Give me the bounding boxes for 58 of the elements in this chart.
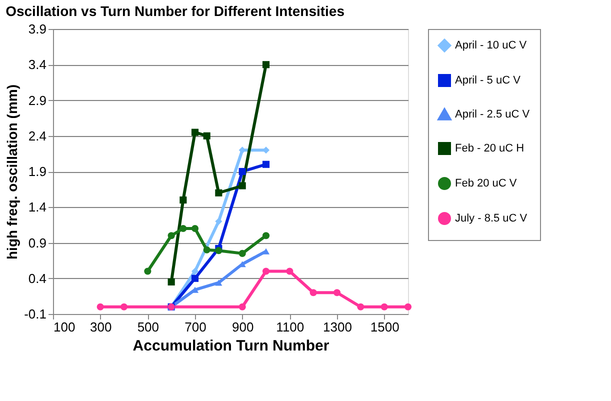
point [333, 289, 341, 296]
point [180, 196, 187, 204]
point [180, 224, 187, 232]
y-tick-label: -0.1 [24, 306, 46, 322]
point [238, 182, 246, 190]
point [286, 268, 294, 275]
point [191, 224, 199, 232]
point [191, 274, 199, 282]
legend-label: April - 5 uC V [455, 74, 522, 86]
chart-title: Oscillation vs Turn Number for Different Intensities [6, 3, 345, 19]
point [238, 250, 246, 257]
point [238, 303, 246, 310]
legend-label: July - 8.5 uC V [455, 212, 528, 224]
x-tick-label: 100 [54, 320, 76, 334]
y-axis-title: high freq. oscillation (mm) [4, 84, 20, 260]
legend-label: Feb 20 uC V [455, 178, 518, 190]
point [168, 232, 175, 240]
y-tick-label: 3.4 [28, 57, 46, 72]
point [238, 168, 246, 176]
y-tick-label: 0.9 [28, 235, 46, 250]
point [310, 289, 317, 296]
x-tick-label: 1100 [276, 320, 304, 334]
point [262, 160, 270, 168]
point [215, 189, 222, 196]
point [262, 232, 270, 240]
legend-label: Feb - 20 uC H [455, 142, 524, 154]
y-tick-label: 1.4 [28, 200, 46, 215]
point [191, 268, 199, 275]
point [120, 303, 128, 310]
x-tick-label: 700 [184, 320, 206, 334]
point [203, 132, 210, 140]
x-tick-label: 300 [90, 320, 112, 334]
legend-label: April - 10 uC V [455, 40, 528, 52]
point [262, 268, 270, 275]
x-tick-label: 900 [232, 320, 254, 334]
point [144, 268, 152, 275]
point [215, 247, 222, 254]
point [262, 61, 270, 68]
y-tick-label: 1.9 [28, 164, 46, 179]
x-tick-label: 500 [137, 320, 160, 334]
x-axis-title: Accumulation Turn Number [132, 338, 330, 354]
y-tick-label: 2.4 [28, 128, 46, 144]
point [96, 303, 104, 310]
y-tick-label: 2.9 [28, 92, 46, 108]
point [191, 128, 199, 136]
point [262, 248, 270, 254]
y-tick-label: 3.9 [28, 22, 46, 36]
legend-label: April - 2.5 uC V [455, 108, 530, 120]
point [215, 218, 222, 225]
point [404, 303, 412, 310]
x-tick-label: 1300 [323, 320, 352, 334]
point [357, 303, 364, 310]
point [168, 278, 175, 286]
point [380, 303, 388, 310]
point [215, 280, 222, 286]
point [203, 246, 210, 254]
y-tick-label: 0.4 [28, 270, 46, 286]
x-tick-label: 1500 [370, 320, 400, 334]
